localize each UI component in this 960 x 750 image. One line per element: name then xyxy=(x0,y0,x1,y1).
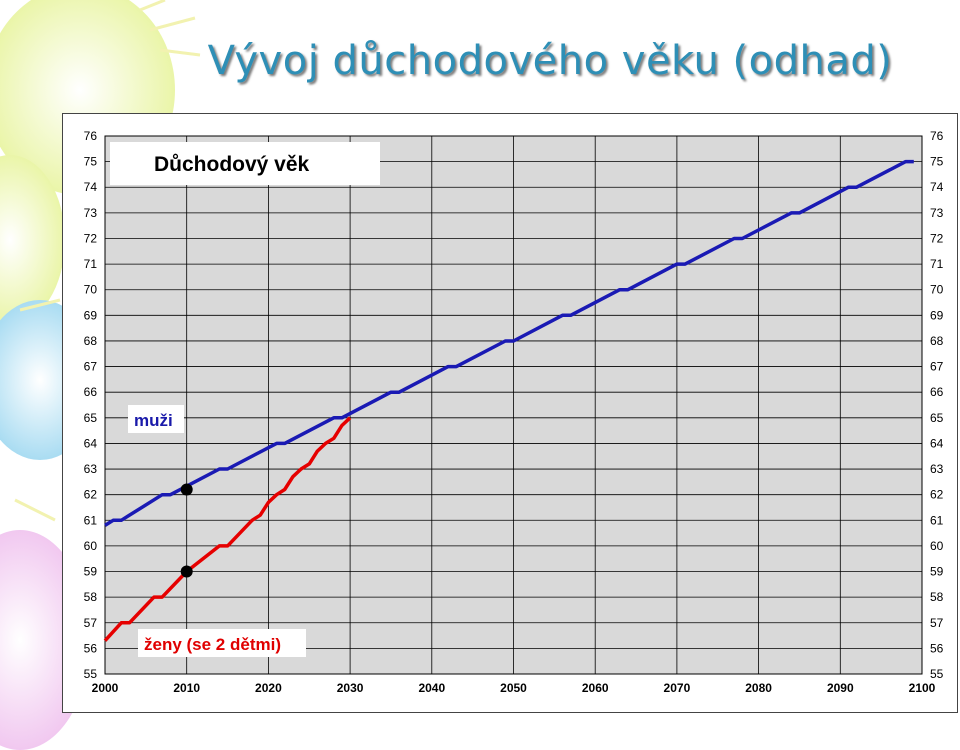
y-tick-label-left: 76 xyxy=(84,129,98,143)
x-tick-label: 2010 xyxy=(173,681,200,695)
chart-title-box: Důchodový věk xyxy=(110,142,380,185)
y-tick-label-left: 57 xyxy=(84,616,98,630)
x-tick-label: 2020 xyxy=(255,681,282,695)
gridlines xyxy=(104,135,923,675)
y-tick-label-right: 57 xyxy=(930,616,944,630)
women-label-box: ženy (se 2 dětmi) xyxy=(138,629,306,657)
y-tick-label-right: 68 xyxy=(930,334,944,348)
y-tick-label-left: 60 xyxy=(84,539,98,553)
y-tick-label-right: 76 xyxy=(930,129,944,143)
y-tick-label-left: 75 xyxy=(84,155,98,169)
y-tick-label-right: 63 xyxy=(930,462,944,476)
x-tick-label: 2050 xyxy=(500,681,527,695)
y-tick-label-right: 61 xyxy=(930,513,944,527)
series-line-men xyxy=(104,159,914,527)
y-tick-label-left: 62 xyxy=(84,488,98,502)
y-tick-label-left: 67 xyxy=(84,360,98,374)
x-tick-label: 2090 xyxy=(827,681,854,695)
x-tick-label: 2070 xyxy=(664,681,691,695)
y-tick-label-left: 59 xyxy=(84,565,98,579)
y-tick-label-right: 55 xyxy=(930,667,944,681)
y-tick-label-left: 69 xyxy=(84,308,98,322)
series-line-women xyxy=(103,416,352,642)
y-tick-label-left: 65 xyxy=(84,411,98,425)
y-tick-label-left: 66 xyxy=(84,385,98,399)
y-tick-label-left: 73 xyxy=(84,206,98,220)
y-tick-label-left: 70 xyxy=(84,283,98,297)
y-tick-label-left: 68 xyxy=(84,334,98,348)
x-tick-label: 2100 xyxy=(909,681,936,695)
y-tick-label-right: 72 xyxy=(930,231,944,245)
y-tick-label-right: 59 xyxy=(930,565,944,579)
y-tick-label-left: 64 xyxy=(84,436,98,450)
y-tick-label-left: 71 xyxy=(84,257,98,271)
men-label-box: muži xyxy=(128,405,184,433)
y-tick-label-left: 58 xyxy=(84,590,98,604)
y-tick-label-left: 56 xyxy=(84,641,98,655)
y-tick-label-right: 70 xyxy=(930,283,944,297)
y-tick-label-right: 67 xyxy=(930,360,944,374)
data-marker-dot xyxy=(180,565,193,578)
y-tick-label-left: 55 xyxy=(84,667,98,681)
x-tick-label: 2030 xyxy=(337,681,364,695)
y-tick-label-right: 71 xyxy=(930,257,944,271)
y-tick-label-right: 60 xyxy=(930,539,944,553)
y-tick-label-left: 61 xyxy=(84,513,98,527)
y-tick-label-right: 73 xyxy=(930,206,944,220)
y-tick-label-left: 63 xyxy=(84,462,98,476)
retirement-age-chart: 55 55 56 56 57 57 58 58 59 59 60 60 61 61 62 62 63 63 64 64… xyxy=(84,129,944,695)
chart-title: Důchodový věk xyxy=(154,153,310,176)
y-tick-label-right: 58 xyxy=(930,590,944,604)
data-marker-dot xyxy=(180,483,193,496)
y-tick-label-left: 72 xyxy=(84,231,98,245)
x-tick-label: 2080 xyxy=(745,681,772,695)
y-tick-label-left: 74 xyxy=(84,180,98,194)
slide-title: Vývoj důchodového věku (odhad) xyxy=(207,38,893,84)
y-tick-label-right: 65 xyxy=(930,411,944,425)
x-tick-label: 2040 xyxy=(418,681,445,695)
y-tick-label-right: 69 xyxy=(930,308,944,322)
y-tick-label-right: 74 xyxy=(930,180,944,194)
series-label-women: ženy (se 2 dětmi) xyxy=(144,635,281,654)
series-label-men: muži xyxy=(134,411,173,430)
y-tick-label-right: 62 xyxy=(930,488,944,502)
x-tick-label: 2060 xyxy=(582,681,609,695)
y-tick-label-right: 64 xyxy=(930,436,944,450)
y-tick-label-right: 75 xyxy=(930,155,944,169)
x-tick-label: 2000 xyxy=(92,681,119,695)
y-tick-label-right: 56 xyxy=(930,641,944,655)
y-tick-label-right: 66 xyxy=(930,385,944,399)
